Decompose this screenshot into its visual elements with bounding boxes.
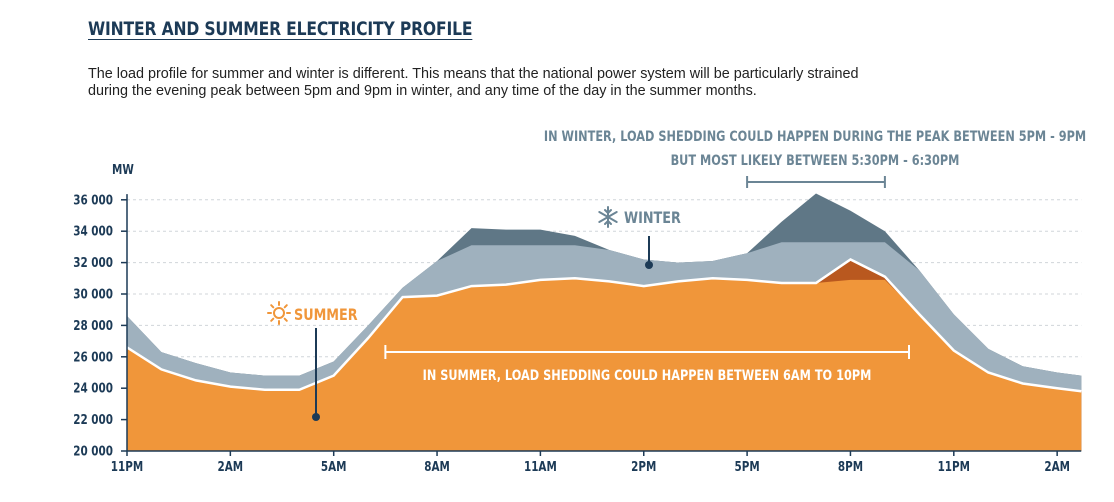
winter-label: WINTER bbox=[624, 210, 681, 228]
summer-window-bracket bbox=[384, 345, 911, 359]
summer-annotation: IN SUMMER, LOAD SHEDDING COULD HAPPEN BE… bbox=[423, 368, 872, 385]
description-line-1: The load profile for summer and winter i… bbox=[88, 66, 859, 82]
snowflake-icon bbox=[598, 206, 618, 228]
y-tick-label: 20 000 bbox=[73, 443, 113, 458]
summer-label-group: SUMMER bbox=[267, 301, 358, 421]
winter-label-group: WINTER bbox=[598, 206, 681, 269]
chart-description: The load profile for summer and winter i… bbox=[88, 66, 1048, 100]
x-tick-label: 11PM bbox=[938, 459, 970, 474]
sun-icon bbox=[267, 301, 291, 325]
description-line-2: during the evening peak between 5pm and … bbox=[88, 83, 757, 99]
summer-area bbox=[127, 278, 1082, 451]
x-tick-label: 2AM bbox=[1044, 459, 1070, 474]
x-tick-label: 8AM bbox=[424, 459, 450, 474]
x-tick-label: 2PM bbox=[631, 459, 656, 474]
x-tick-label: 8PM bbox=[838, 459, 863, 474]
y-tick-label: 24 000 bbox=[73, 381, 113, 396]
y-tick-label: 26 000 bbox=[73, 349, 113, 364]
y-tick-label: 34 000 bbox=[73, 224, 113, 239]
y-tick-label: 30 000 bbox=[73, 286, 113, 301]
x-tick-label: 11PM bbox=[111, 459, 143, 474]
chart-title: WINTER AND SUMMER ELECTRICITY PROFILE bbox=[88, 18, 473, 40]
x-tick-label: 5PM bbox=[734, 459, 759, 474]
summer-label: SUMMER bbox=[294, 307, 358, 325]
winter-annotation-line-1: IN WINTER, LOAD SHEDDING COULD HAPPEN DU… bbox=[544, 129, 1086, 146]
summer-pointer-dot bbox=[312, 413, 320, 421]
y-tick-labels: 20 000 22 000 24 000 26 000 28 000 30 000 32 0… bbox=[73, 192, 127, 459]
y-tick-label: 36 000 bbox=[73, 192, 113, 207]
x-tick-label: 2AM bbox=[218, 459, 244, 474]
winter-pointer-dot bbox=[645, 261, 653, 269]
x-tick-labels: 11PM 2AM 5AM 8AM 11AM 2PM 5PM 8PM 11PM 2AM bbox=[111, 451, 1070, 474]
y-tick-label: 28 000 bbox=[73, 318, 113, 333]
x-tick-label: 11AM bbox=[524, 459, 557, 474]
winter-window-bracket bbox=[746, 176, 886, 188]
summer-line bbox=[126, 258, 1082, 393]
y-tick-label: 22 000 bbox=[73, 412, 113, 427]
winter-annotation-line-2: BUT MOST LIKELY BETWEEN 5:30PM - 6:30PM bbox=[671, 153, 960, 170]
x-tick-label: 5AM bbox=[321, 459, 347, 474]
y-tick-label: 32 000 bbox=[73, 255, 113, 270]
y-axis-label: MW bbox=[112, 162, 134, 177]
